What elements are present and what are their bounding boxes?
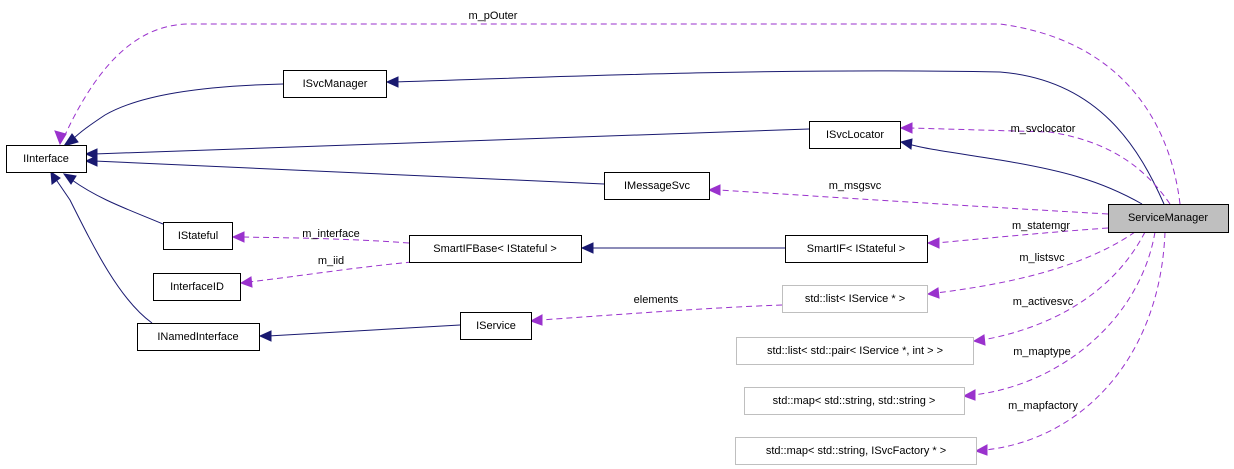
arrowhead	[962, 389, 976, 401]
svg-text:IMessageSvc: IMessageSvc	[624, 180, 691, 192]
edge-elements	[539, 304, 783, 321]
arrowhead	[529, 314, 543, 326]
arrowhead	[62, 133, 79, 147]
edge-m-interface	[241, 236, 410, 244]
node-map-factory[interactable]: std::map< std::string, ISvcFactory * >	[735, 437, 977, 465]
node-iservice[interactable]: IService	[460, 312, 532, 340]
edge-m-statemgr	[935, 227, 1109, 244]
arrowhead	[54, 130, 67, 146]
node-smartifbase[interactable]: SmartIFBase< IStateful >	[409, 235, 582, 263]
edge-imessagesvc-iinterface	[93, 160, 605, 185]
edge-inamedinterface-iinterface	[54, 177, 153, 324]
svg-text:std::list< std::pair< IService: std::list< std::pair< IService *, int > …	[767, 345, 943, 357]
arrowhead	[239, 276, 253, 288]
node-interfaceid[interactable]: InterfaceID	[153, 273, 241, 301]
svg-text:SmartIF< IStateful >: SmartIF< IStateful >	[807, 243, 905, 255]
arrowhead	[974, 444, 988, 456]
arrowhead	[84, 148, 98, 160]
svg-text:ServiceManager: ServiceManager	[1128, 212, 1208, 224]
svg-text:ISvcLocator: ISvcLocator	[826, 129, 884, 141]
arrowhead	[50, 171, 61, 185]
node-istateful[interactable]: IStateful	[163, 222, 233, 250]
svg-text:InterfaceID: InterfaceID	[170, 281, 224, 293]
edge-m-iid	[248, 261, 413, 283]
edge-m-mapfactory	[984, 231, 1166, 451]
arrowhead	[926, 237, 940, 249]
label-m-mapfactory: m_mapfactory	[1008, 400, 1078, 412]
edge-servicemanager-isvcmanager	[394, 70, 1165, 205]
edge-servicemanager-isvclocator	[908, 143, 1143, 205]
node-smartif[interactable]: SmartIF< IStateful >	[785, 235, 928, 263]
label-m-iid: m_iid	[318, 255, 344, 267]
node-imessagesvc[interactable]: IMessageSvc	[604, 172, 710, 200]
arrowhead	[84, 155, 98, 167]
label-m-maptype: m_maptype	[1013, 346, 1070, 358]
node-isvclocator[interactable]: ISvcLocator	[809, 121, 901, 149]
arrowhead	[258, 330, 272, 342]
svg-text:IService: IService	[476, 320, 516, 332]
svg-text:INamedInterface: INamedInterface	[157, 331, 238, 343]
svg-text:std::map< std::string, std::st: std::map< std::string, std::string >	[773, 395, 936, 407]
edge-isvcmanager-iinterface	[71, 83, 284, 141]
edge-m-msgsvc	[717, 189, 1109, 215]
inheritance-edges	[50, 70, 1165, 342]
arrowhead	[899, 122, 913, 134]
node-list-iservice[interactable]: std::list< IService * >	[782, 285, 928, 313]
label-m-activesvc: m_activesvc	[1013, 296, 1074, 308]
edge-m-activesvc	[981, 231, 1146, 341]
arrowhead	[385, 76, 399, 88]
usage-edges	[54, 23, 1181, 456]
svg-text:IStateful: IStateful	[178, 230, 218, 242]
svg-text:std::list< IService * >: std::list< IService * >	[805, 293, 905, 305]
label-m-pouter: m_pOuter	[469, 10, 518, 22]
edge-iservice-inamedinterface	[267, 324, 461, 337]
edge-istateful-iinterface	[71, 179, 164, 225]
label-m-interface: m_interface	[302, 228, 359, 240]
label-m-statemgr: m_statemgr	[1012, 220, 1070, 232]
arrowhead	[580, 242, 594, 254]
label-m-msgsvc: m_msgsvc	[829, 180, 882, 192]
label-m-listsvc: m_listsvc	[1019, 252, 1065, 264]
arrowhead	[972, 334, 986, 346]
node-map-string[interactable]: std::map< std::string, std::string >	[744, 387, 965, 415]
node-inamedinterface[interactable]: INamedInterface	[137, 323, 260, 351]
node-iinterface[interactable]: IInterface	[6, 145, 87, 173]
arrowhead	[62, 173, 77, 185]
edge-m-listsvc	[935, 231, 1136, 294]
edge-m-pouter	[64, 23, 1181, 205]
node-servicemanager[interactable]: ServiceManager	[1108, 204, 1229, 233]
svg-text:std::map< std::string, ISvcFac: std::map< std::string, ISvcFactory * >	[766, 445, 946, 457]
edge-isvclocator-iinterface	[93, 128, 810, 155]
svg-text:IInterface: IInterface	[23, 153, 69, 165]
label-m-svclocator: m_svclocator	[1011, 123, 1076, 135]
node-isvcmanager[interactable]: ISvcManager	[283, 70, 387, 98]
arrowhead	[707, 184, 721, 196]
svg-text:ISvcManager: ISvcManager	[303, 78, 368, 90]
edge-labels: m_pOuter m_svclocator m_msgsvc m_statemg…	[302, 10, 1078, 412]
arrowhead	[926, 287, 940, 299]
arrowhead	[231, 231, 245, 243]
arrowhead	[899, 138, 913, 150]
edge-m-svclocator	[909, 127, 1171, 205]
svg-text:SmartIFBase< IStateful >: SmartIFBase< IStateful >	[433, 243, 557, 255]
label-elements: elements	[634, 294, 679, 306]
node-list-pair[interactable]: std::list< std::pair< IService *, int > …	[736, 337, 974, 365]
edge-m-maptype	[972, 231, 1156, 396]
